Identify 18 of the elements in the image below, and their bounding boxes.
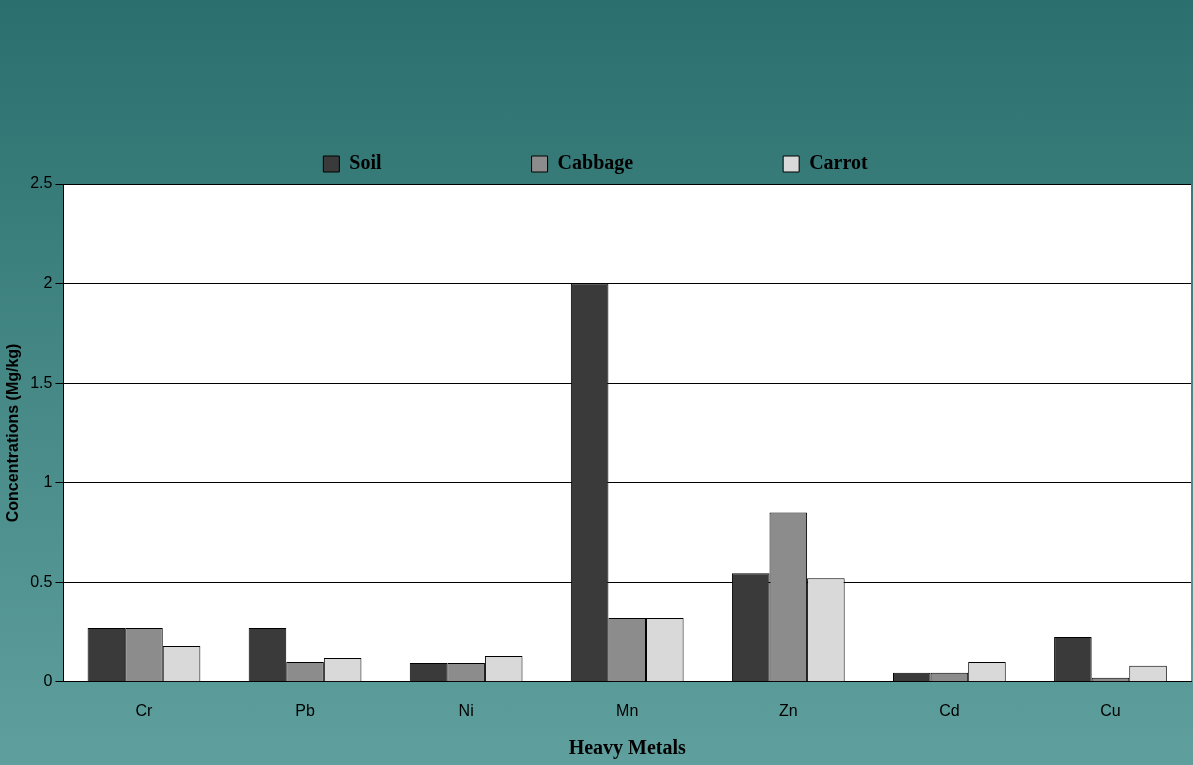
- y-tick-label: 1: [43, 473, 53, 491]
- legend-label: Carrot: [809, 151, 868, 174]
- y-tick-label: 0.5: [30, 572, 53, 590]
- y-axis-title: Concentrations (Mg/kg): [4, 343, 22, 523]
- x-tick-label: Cr: [135, 701, 154, 719]
- y-tick-label: 2: [43, 273, 53, 291]
- x-tick-label: Ni: [458, 701, 474, 719]
- x-tick-label: Cd: [939, 701, 960, 719]
- x-tick-label: Cu: [1100, 701, 1121, 719]
- x-axis-title: Heavy Metals: [568, 736, 687, 760]
- y-tick-label: 2.5: [30, 174, 53, 192]
- x-tick-label: Pb: [295, 701, 315, 719]
- legend-label: Cabbage: [557, 151, 634, 175]
- legend-label: Soil: [349, 151, 383, 174]
- x-tick-label: Mn: [616, 701, 639, 719]
- y-tick-label: 0: [43, 672, 53, 690]
- y-tick-label: 1.5: [30, 373, 53, 391]
- x-tick-label: Zn: [778, 701, 798, 719]
